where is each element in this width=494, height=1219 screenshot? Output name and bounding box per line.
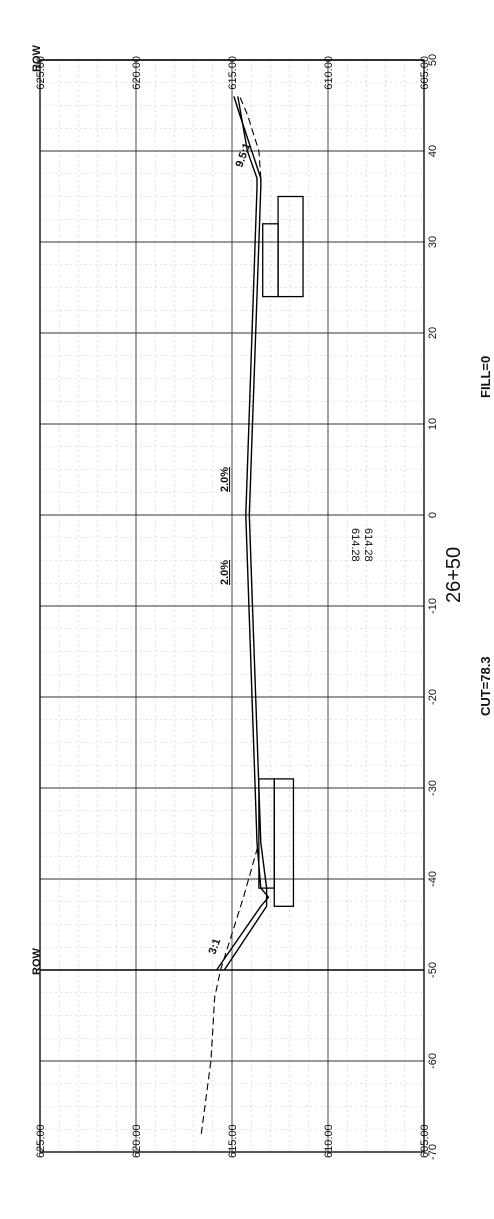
profile-line-solid-2 [216, 96, 270, 971]
fill-label: FILL=0 [478, 356, 493, 398]
annotations: ROW ROW 614.28 614.28 2.0% 2.0% 3:1 9.5:… [31, 45, 493, 976]
pavement-structure-1 [258, 778, 275, 889]
plot-frame [39, 59, 425, 1153]
elevation-tick-label-bottom: 610.00 [323, 1124, 335, 1158]
offset-tick-label: -40 [427, 871, 439, 887]
offset-tick-label: -30 [427, 780, 439, 796]
centerline-elevation-left: 614.28 [349, 528, 361, 562]
slope-label-right: 2.0% [219, 467, 231, 492]
profile-line-dashed-1 [239, 96, 262, 179]
sideslope-label-right: 9.5:1 [234, 141, 254, 169]
axis-labels: -70-60-50-40-30-20-1001020304050605.0060… [35, 54, 439, 1160]
offset-tick-label: -10 [427, 598, 439, 614]
grid [39, 59, 425, 1153]
elevation-tick-label-top: 620.00 [131, 56, 143, 90]
offset-tick-label: -20 [427, 689, 439, 705]
pavement-structure-0 [273, 778, 295, 907]
offset-tick-label: -70 [427, 1144, 439, 1160]
offset-tick-label: 50 [427, 54, 439, 66]
elevation-tick-label-top: 610.00 [323, 56, 335, 90]
sideslope-label-left: 3:1 [207, 937, 224, 956]
row-label-right: ROW [31, 45, 43, 73]
elevation-tick-label-top: 625.00 [35, 56, 47, 90]
slope-label-left: 2.0% [219, 560, 231, 585]
profile-line-solid-3 [223, 96, 268, 971]
offset-tick-label: 40 [427, 145, 439, 157]
elevation-tick-label-bottom: 620.00 [131, 1124, 143, 1158]
offset-tick-label: 10 [427, 418, 439, 430]
profile-line-dashed-0 [200, 842, 260, 1134]
pavement-structure-3 [262, 223, 279, 298]
offset-tick-label: -50 [427, 962, 439, 978]
offset-tick-label: -60 [427, 1053, 439, 1069]
elevation-tick-label-bottom: 615.00 [227, 1124, 239, 1158]
offset-tick-label: 0 [427, 512, 439, 518]
offset-tick-label: 20 [427, 327, 439, 339]
centerline-elevation-right: 614.28 [362, 528, 374, 562]
offset-tick-label: 30 [427, 236, 439, 248]
station-label: 26+50 [443, 547, 465, 603]
elevation-tick-label-top: 615.00 [227, 56, 239, 90]
cut-label: CUT=78.3 [478, 656, 493, 716]
profile-lines [200, 96, 304, 1134]
elevation-tick-label-top: 605.00 [419, 56, 431, 90]
elevation-tick-label-bottom: 625.00 [35, 1124, 47, 1158]
pavement-structure-2 [277, 195, 304, 298]
row-label-left: ROW [31, 948, 43, 976]
elevation-tick-label-bottom: 605.00 [419, 1124, 431, 1158]
